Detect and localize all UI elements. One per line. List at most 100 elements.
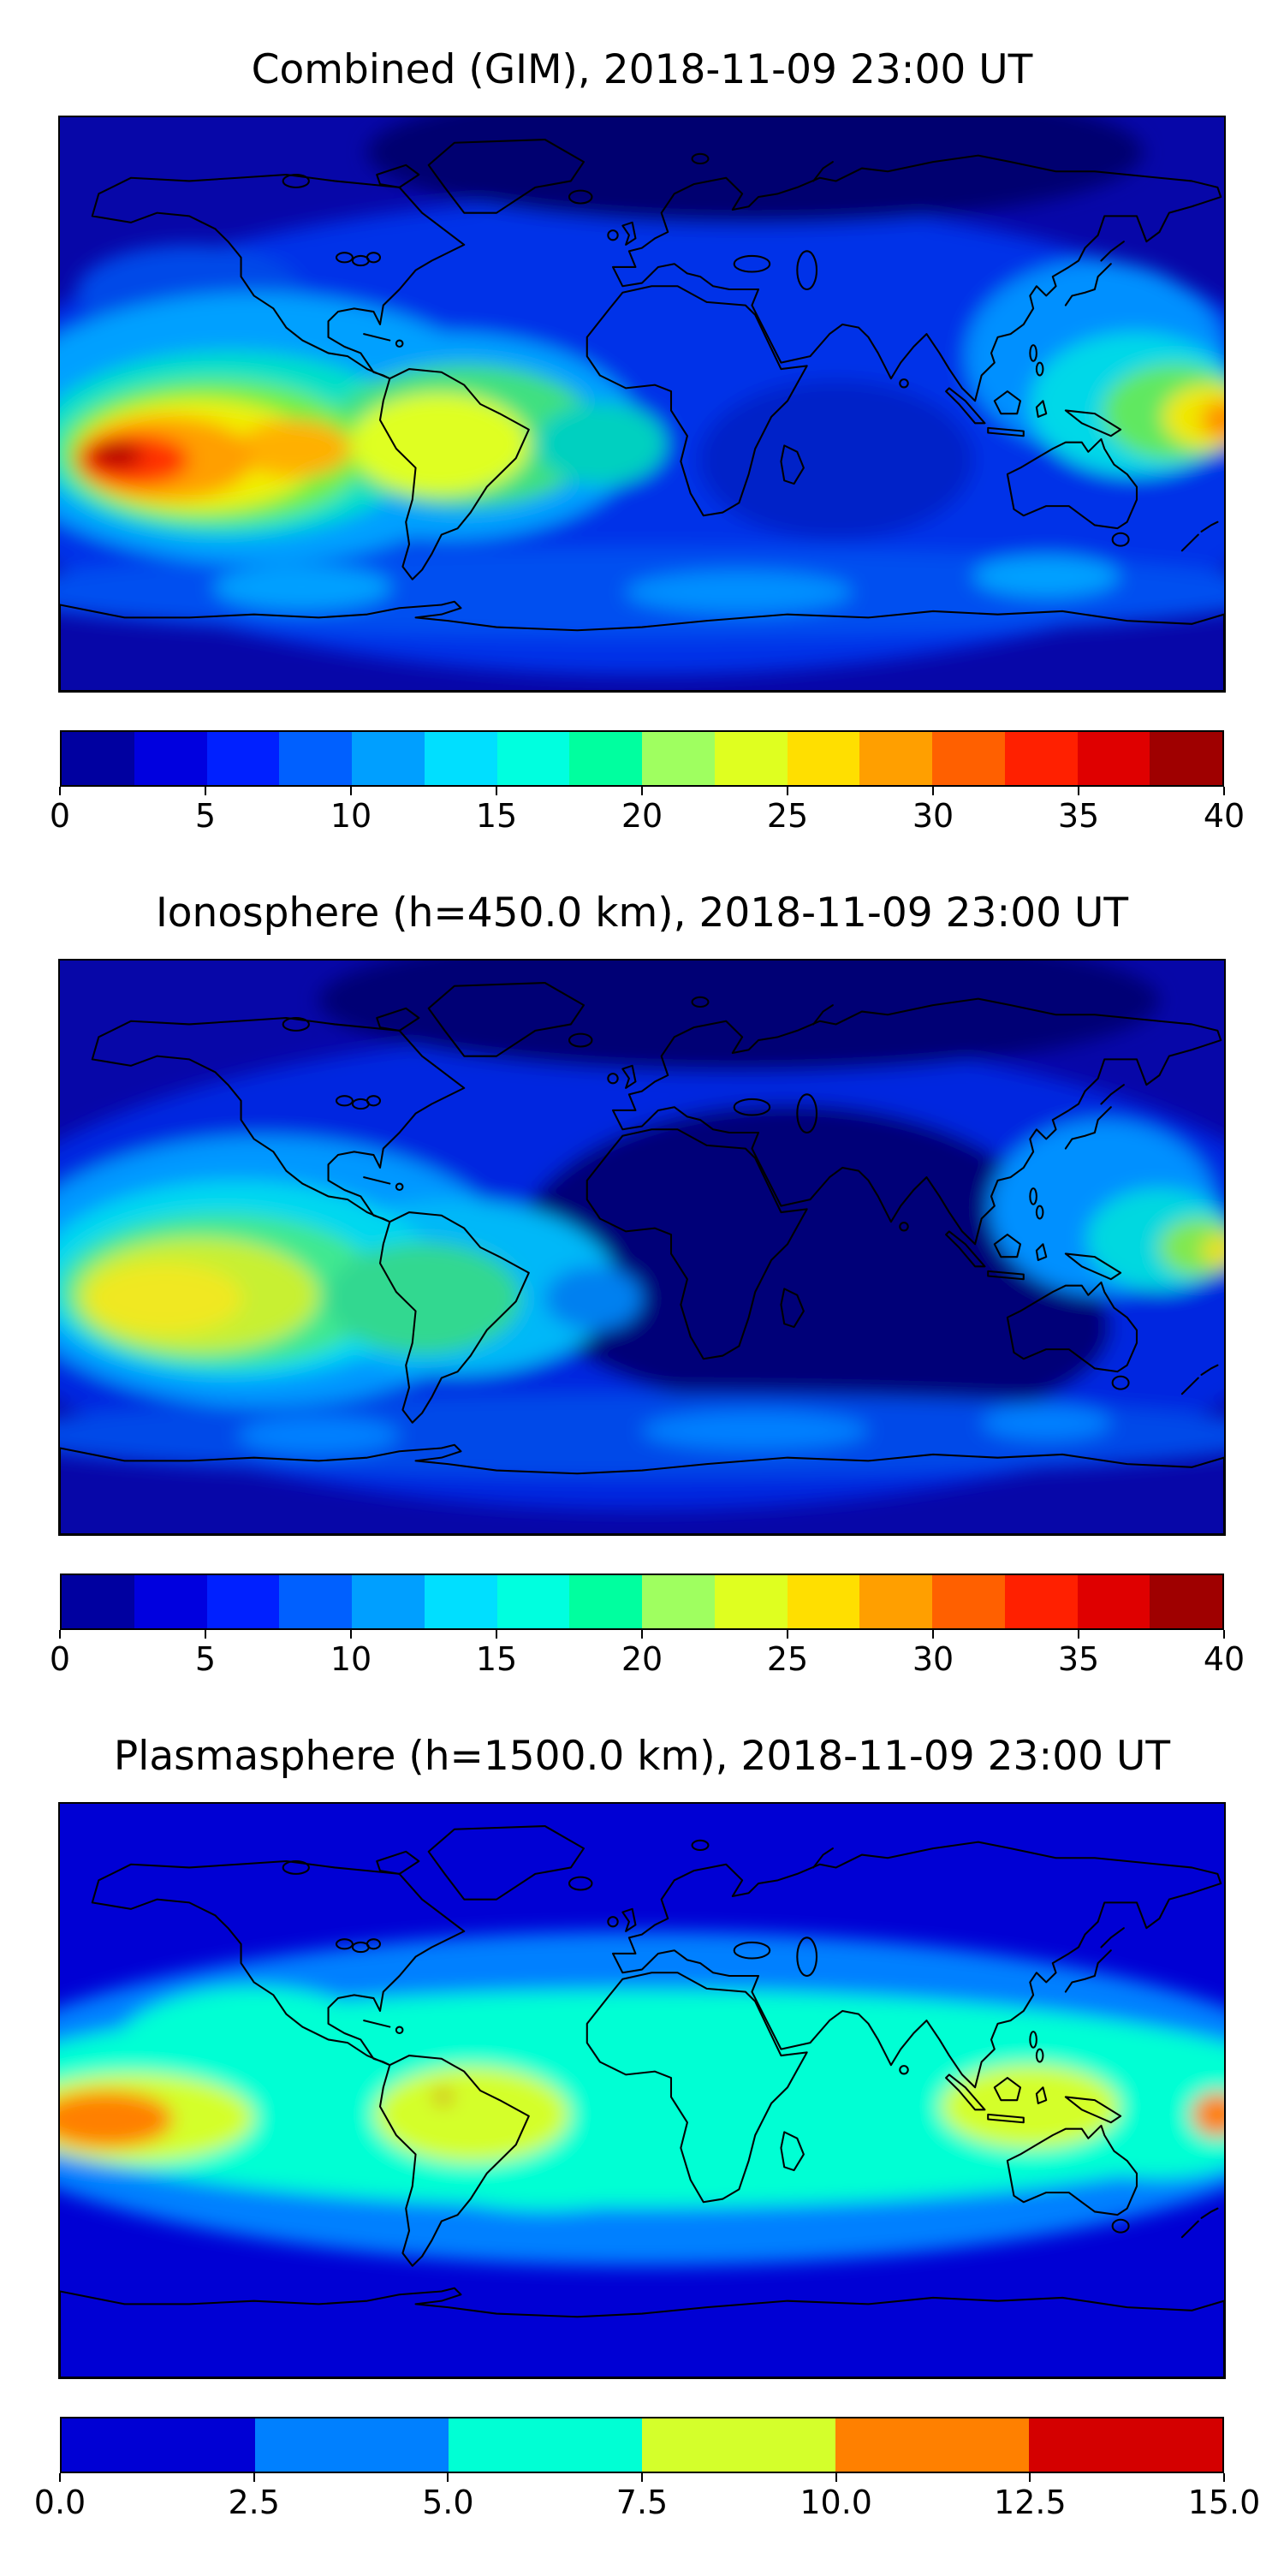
colorbar-segment xyxy=(279,1575,352,1628)
colorbar-segment xyxy=(787,1575,860,1628)
colorbar-segment xyxy=(1077,732,1150,785)
colorbar-tickmark xyxy=(350,1630,352,1639)
colorbar-segment xyxy=(835,2418,1029,2472)
colorbar-segment xyxy=(1150,1575,1222,1628)
colorbar-tickmark xyxy=(1029,2473,1031,2482)
colorbar-segment xyxy=(255,2418,449,2472)
colorbar-tick-label: 15.0 xyxy=(1187,2484,1261,2521)
colorbar-wrap: 0 5 10 15 20 25 30 35 40 xyxy=(50,1574,1245,1683)
colorbar-segment xyxy=(787,732,860,785)
colorbar xyxy=(60,1574,1224,1630)
colorbar-tick-label: 35 xyxy=(1057,1640,1100,1678)
panel-title: Plasmasphere (h=1500.0 km), 2018-11-09 2… xyxy=(113,1733,1171,1780)
tec-field xyxy=(60,1931,1224,2266)
colorbar-tick-label: 7.5 xyxy=(615,2484,669,2521)
colorbar-tick-label: 40 xyxy=(1203,797,1245,835)
colorbar-tickmark xyxy=(350,787,352,795)
colorbar-segment xyxy=(859,1575,932,1628)
colorbar-tickmark xyxy=(1078,787,1079,795)
colorbar-tick-label: 0 xyxy=(49,797,71,835)
colorbar-segment xyxy=(569,1575,642,1628)
colorbar-wrap: 0 5 10 15 20 25 30 35 40 xyxy=(50,730,1245,840)
colorbar-tick-label: 10 xyxy=(330,1640,372,1678)
colorbar-segment xyxy=(279,732,352,785)
colorbar-segment xyxy=(1150,732,1222,785)
colorbar-tickmark xyxy=(932,1630,934,1639)
colorbar-segment xyxy=(134,1575,207,1628)
colorbar-segment xyxy=(1029,2418,1222,2472)
tec-map-plasmasphere xyxy=(60,1804,1224,2377)
colorbar-segment xyxy=(62,2418,255,2472)
colorbar-segment xyxy=(449,2418,642,2472)
colorbar-tick-label: 0.0 xyxy=(33,2484,86,2521)
colorbar-tickmark xyxy=(1078,1630,1079,1639)
colorbar-segment xyxy=(424,1575,497,1628)
colorbar-tick-label: 35 xyxy=(1057,797,1100,835)
colorbar-tick-label: 20 xyxy=(621,1640,663,1678)
colorbar-segment xyxy=(932,732,1005,785)
colorbar-tickmark xyxy=(835,2473,837,2482)
colorbar-tickmark xyxy=(59,2473,61,2482)
map-combined xyxy=(58,116,1226,693)
colorbar-tick-label: 5 xyxy=(194,797,217,835)
colorbar-tickmark xyxy=(1223,1630,1225,1639)
colorbar xyxy=(60,730,1224,787)
colorbar-tick-label: 10 xyxy=(330,797,372,835)
colorbar-tickmark xyxy=(1223,2473,1225,2482)
colorbar-tickmark xyxy=(641,787,643,795)
colorbar xyxy=(60,2417,1224,2473)
colorbar-segment xyxy=(1077,1575,1150,1628)
colorbar-tickmark xyxy=(1223,787,1225,795)
colorbar-segment xyxy=(352,1575,425,1628)
colorbar-wrap: 0.0 2.5 5.0 7.5 10.0 12.5 15.0 xyxy=(34,2417,1260,2526)
colorbar-ticks: 0 5 10 15 20 25 30 35 40 xyxy=(50,1630,1245,1683)
map-plasmasphere xyxy=(58,1802,1226,2379)
colorbar-segment xyxy=(859,732,932,785)
colorbar-tick-label: 2.5 xyxy=(228,2484,280,2521)
map-ionosphere xyxy=(58,959,1226,1536)
tec-map-combined xyxy=(60,117,1224,691)
colorbar-tick-label: 25 xyxy=(766,797,809,835)
colorbar-segment xyxy=(1004,1575,1078,1628)
colorbar-segment xyxy=(496,1575,570,1628)
colorbar-segment xyxy=(496,732,570,785)
colorbar-segment xyxy=(1004,732,1078,785)
colorbar-tick-label: 30 xyxy=(912,797,954,835)
colorbar-tickmark xyxy=(932,787,934,795)
colorbar-tick-label: 40 xyxy=(1203,1640,1245,1678)
colorbar-tickmark xyxy=(59,1630,61,1639)
colorbar-tick-label: 10.0 xyxy=(800,2484,872,2521)
colorbar-segment xyxy=(134,732,207,785)
colorbar-tickmark xyxy=(205,1630,206,1639)
colorbar-tickmark xyxy=(496,1630,497,1639)
colorbar-tickmark xyxy=(59,787,61,795)
colorbar-segment xyxy=(642,1575,715,1628)
colorbar-tick-label: 12.5 xyxy=(994,2484,1067,2521)
colorbar-tickmark xyxy=(641,1630,643,1639)
colorbar-segment xyxy=(206,732,280,785)
tec-map-ionosphere xyxy=(60,961,1224,1534)
colorbar-segment xyxy=(352,732,425,785)
colorbar-segment xyxy=(714,1575,788,1628)
colorbar-tick-label: 30 xyxy=(912,1640,954,1678)
colorbar-tick-label: 5.0 xyxy=(422,2484,474,2521)
colorbar-tick-label: 5 xyxy=(194,1640,217,1678)
colorbar-tickmark xyxy=(447,2473,449,2482)
colorbar-segment xyxy=(424,732,497,785)
panel-ionosphere: Ionosphere (h=450.0 km), 2018-11-09 23:0… xyxy=(0,889,1284,1683)
colorbar-tickmark xyxy=(641,2473,643,2482)
colorbar-segment xyxy=(642,2418,835,2472)
colorbar-tick-label: 0 xyxy=(49,1640,71,1678)
colorbar-tickmark xyxy=(787,1630,788,1639)
colorbar-tickmark xyxy=(787,787,788,795)
colorbar-tick-label: 20 xyxy=(621,797,663,835)
colorbar-tick-label: 15 xyxy=(475,797,518,835)
colorbar-segment xyxy=(206,1575,280,1628)
colorbar-segment xyxy=(62,732,134,785)
panel-combined: Combined (GIM), 2018-11-09 23:00 UT xyxy=(0,46,1284,840)
colorbar-segment xyxy=(642,732,715,785)
colorbar-segment xyxy=(569,732,642,785)
colorbar-tick-label: 15 xyxy=(475,1640,518,1678)
colorbar-ticks: 0.0 2.5 5.0 7.5 10.0 12.5 15.0 xyxy=(34,2473,1260,2526)
colorbar-segment xyxy=(714,732,788,785)
